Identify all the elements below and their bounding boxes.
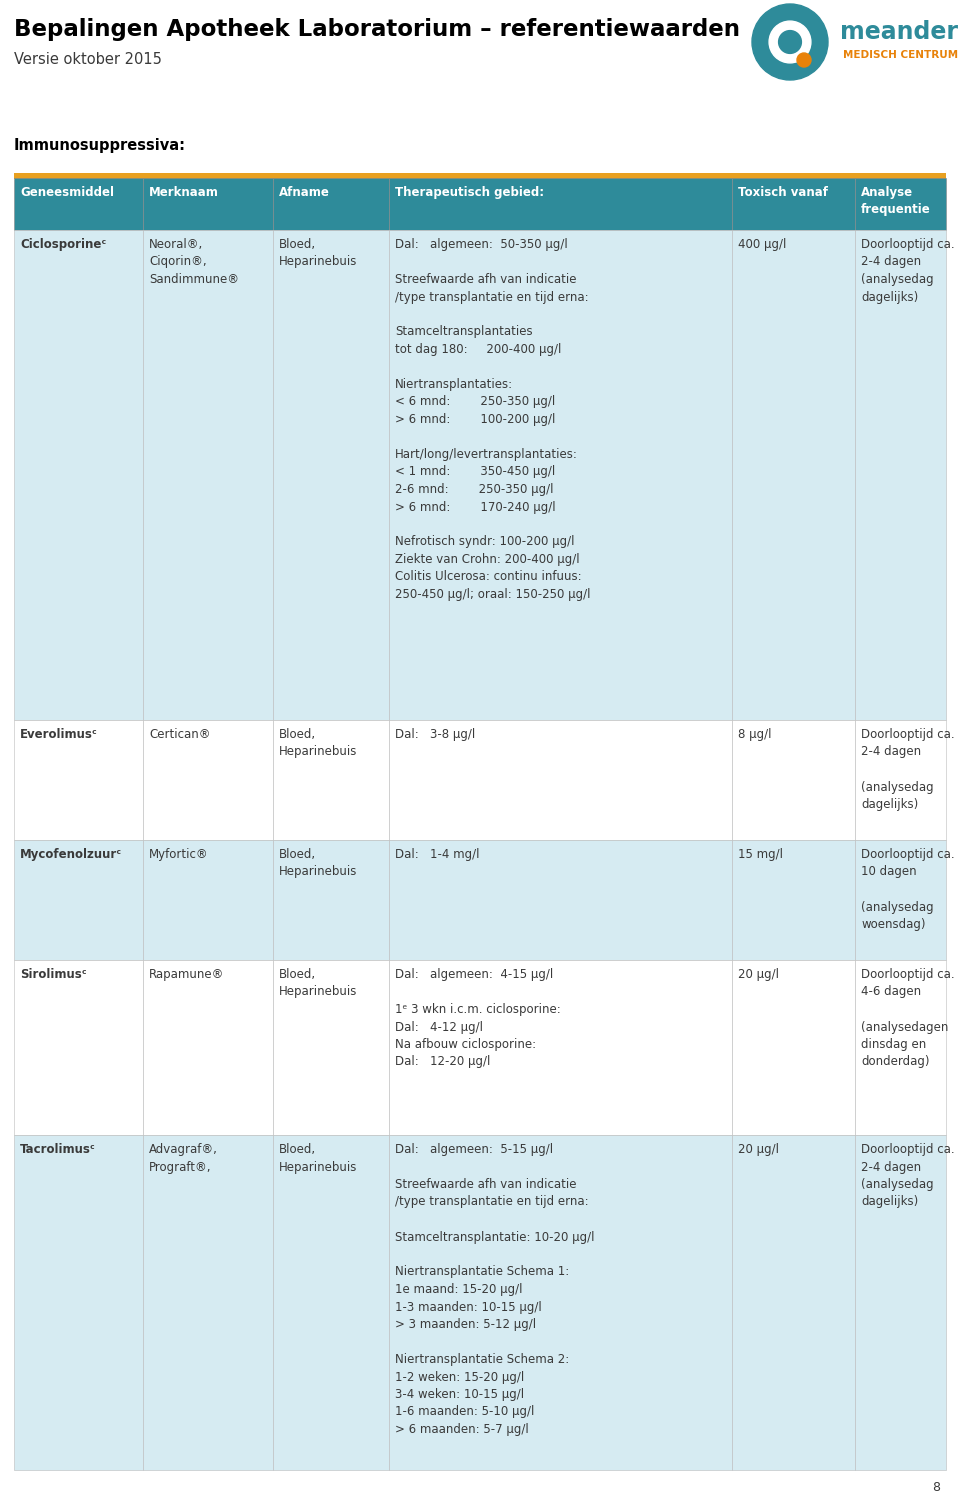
Bar bbox=[143, 1135, 273, 1471]
Bar bbox=[855, 230, 946, 720]
Bar bbox=[389, 1135, 732, 1471]
Text: Myfortic®: Myfortic® bbox=[149, 848, 208, 861]
Text: 20 μg/l: 20 μg/l bbox=[738, 1144, 779, 1156]
Bar bbox=[14, 960, 143, 1135]
Text: Bloed,
Heparinebuis: Bloed, Heparinebuis bbox=[279, 967, 357, 999]
Bar bbox=[389, 230, 732, 720]
Text: Mycofenolzuurᶜ: Mycofenolzuurᶜ bbox=[20, 848, 122, 861]
Bar bbox=[732, 1135, 855, 1471]
Text: Therapeutisch gebied:: Therapeutisch gebied: bbox=[395, 187, 544, 199]
Text: Rapamune®: Rapamune® bbox=[149, 967, 225, 981]
Text: Bloed,
Heparinebuis: Bloed, Heparinebuis bbox=[279, 1144, 357, 1173]
Text: Doorlooptijd ca.
2-4 dagen
(analysedag
dagelijks): Doorlooptijd ca. 2-4 dagen (analysedag d… bbox=[861, 1144, 954, 1208]
Bar bbox=[732, 720, 855, 841]
Bar bbox=[732, 960, 855, 1135]
Text: MEDISCH CENTRUM: MEDISCH CENTRUM bbox=[843, 49, 958, 60]
Text: Toxisch vanaf: Toxisch vanaf bbox=[738, 187, 828, 199]
Bar bbox=[143, 178, 273, 230]
Text: Bloed,
Heparinebuis: Bloed, Heparinebuis bbox=[279, 729, 357, 758]
Circle shape bbox=[769, 21, 811, 63]
Text: Doorlooptijd ca.
2-4 dagen
(analysedag
dagelijks): Doorlooptijd ca. 2-4 dagen (analysedag d… bbox=[861, 237, 954, 303]
Text: 8: 8 bbox=[932, 1481, 940, 1493]
Bar bbox=[732, 841, 855, 960]
Text: Geneesmiddel: Geneesmiddel bbox=[20, 187, 114, 199]
Bar bbox=[143, 230, 273, 720]
Text: Bloed,
Heparinebuis: Bloed, Heparinebuis bbox=[279, 848, 357, 878]
Text: Neoral®,
Ciqorin®,
Sandimmune®: Neoral®, Ciqorin®, Sandimmune® bbox=[149, 237, 239, 287]
Text: Doorlooptijd ca.
4-6 dagen

(analysedagen
dinsdag en
donderdag): Doorlooptijd ca. 4-6 dagen (analysedagen… bbox=[861, 967, 954, 1069]
Text: Certican®: Certican® bbox=[149, 729, 210, 741]
Text: Immunosuppressiva:: Immunosuppressiva: bbox=[14, 137, 186, 152]
Bar bbox=[14, 1135, 143, 1471]
Text: 400 μg/l: 400 μg/l bbox=[738, 237, 786, 251]
Bar bbox=[14, 173, 946, 179]
Text: 8 μg/l: 8 μg/l bbox=[738, 729, 772, 741]
Bar bbox=[389, 720, 732, 841]
Bar bbox=[143, 720, 273, 841]
Text: 15 mg/l: 15 mg/l bbox=[738, 848, 783, 861]
Text: Dal:   3-8 μg/l: Dal: 3-8 μg/l bbox=[395, 729, 475, 741]
Text: Dal:   algemeen:  5-15 μg/l

Streefwaarde afh van indicatie
/type transplantatie: Dal: algemeen: 5-15 μg/l Streefwaarde af… bbox=[395, 1144, 594, 1436]
Bar bbox=[732, 230, 855, 720]
Text: Merknaam: Merknaam bbox=[149, 187, 219, 199]
Bar bbox=[855, 960, 946, 1135]
Text: Everolimusᶜ: Everolimusᶜ bbox=[20, 729, 98, 741]
Bar bbox=[14, 720, 143, 841]
Text: Doorlooptijd ca.
2-4 dagen

(analysedag
dagelijks): Doorlooptijd ca. 2-4 dagen (analysedag d… bbox=[861, 729, 954, 811]
Bar bbox=[273, 1135, 389, 1471]
Bar bbox=[855, 841, 946, 960]
Bar bbox=[273, 960, 389, 1135]
Text: Tacrolimusᶜ: Tacrolimusᶜ bbox=[20, 1144, 96, 1156]
Text: Advagraf®,
Prograft®,: Advagraf®, Prograft®, bbox=[149, 1144, 218, 1173]
Bar bbox=[273, 841, 389, 960]
Text: Bepalingen Apotheek Laboratorium – referentiewaarden: Bepalingen Apotheek Laboratorium – refer… bbox=[14, 18, 740, 40]
Text: 20 μg/l: 20 μg/l bbox=[738, 967, 779, 981]
Text: meander: meander bbox=[840, 19, 958, 43]
Bar bbox=[143, 960, 273, 1135]
Bar bbox=[143, 841, 273, 960]
Bar bbox=[389, 960, 732, 1135]
Text: Afname: Afname bbox=[279, 187, 330, 199]
Bar bbox=[855, 720, 946, 841]
Text: Bloed,
Heparinebuis: Bloed, Heparinebuis bbox=[279, 237, 357, 269]
Bar bbox=[273, 230, 389, 720]
Circle shape bbox=[752, 4, 828, 81]
Text: Dal:   algemeen:  50-350 μg/l

Streefwaarde afh van indicatie
/type transplantat: Dal: algemeen: 50-350 μg/l Streefwaarde … bbox=[395, 237, 590, 602]
Bar bbox=[273, 178, 389, 230]
Bar bbox=[14, 230, 143, 720]
Text: Analyse
frequentie: Analyse frequentie bbox=[861, 187, 931, 216]
Text: Sirolimusᶜ: Sirolimusᶜ bbox=[20, 967, 86, 981]
Bar bbox=[389, 178, 732, 230]
Text: Doorlooptijd ca.
10 dagen

(analysedag
woensdag): Doorlooptijd ca. 10 dagen (analysedag wo… bbox=[861, 848, 954, 932]
Text: Ciclosporineᶜ: Ciclosporineᶜ bbox=[20, 237, 107, 251]
Circle shape bbox=[779, 30, 802, 54]
Bar bbox=[732, 178, 855, 230]
Bar bbox=[14, 841, 143, 960]
Bar bbox=[14, 178, 143, 230]
Bar bbox=[389, 841, 732, 960]
Text: Dal:   algemeen:  4-15 μg/l

1ᵉ 3 wkn i.c.m. ciclosporine:
Dal:   4-12 μg/l
Na a: Dal: algemeen: 4-15 μg/l 1ᵉ 3 wkn i.c.m.… bbox=[395, 967, 561, 1069]
Bar bbox=[855, 178, 946, 230]
Text: Versie oktober 2015: Versie oktober 2015 bbox=[14, 52, 162, 67]
Text: Dal:   1-4 mg/l: Dal: 1-4 mg/l bbox=[395, 848, 479, 861]
Circle shape bbox=[797, 52, 811, 67]
Bar bbox=[273, 720, 389, 841]
Bar bbox=[855, 1135, 946, 1471]
